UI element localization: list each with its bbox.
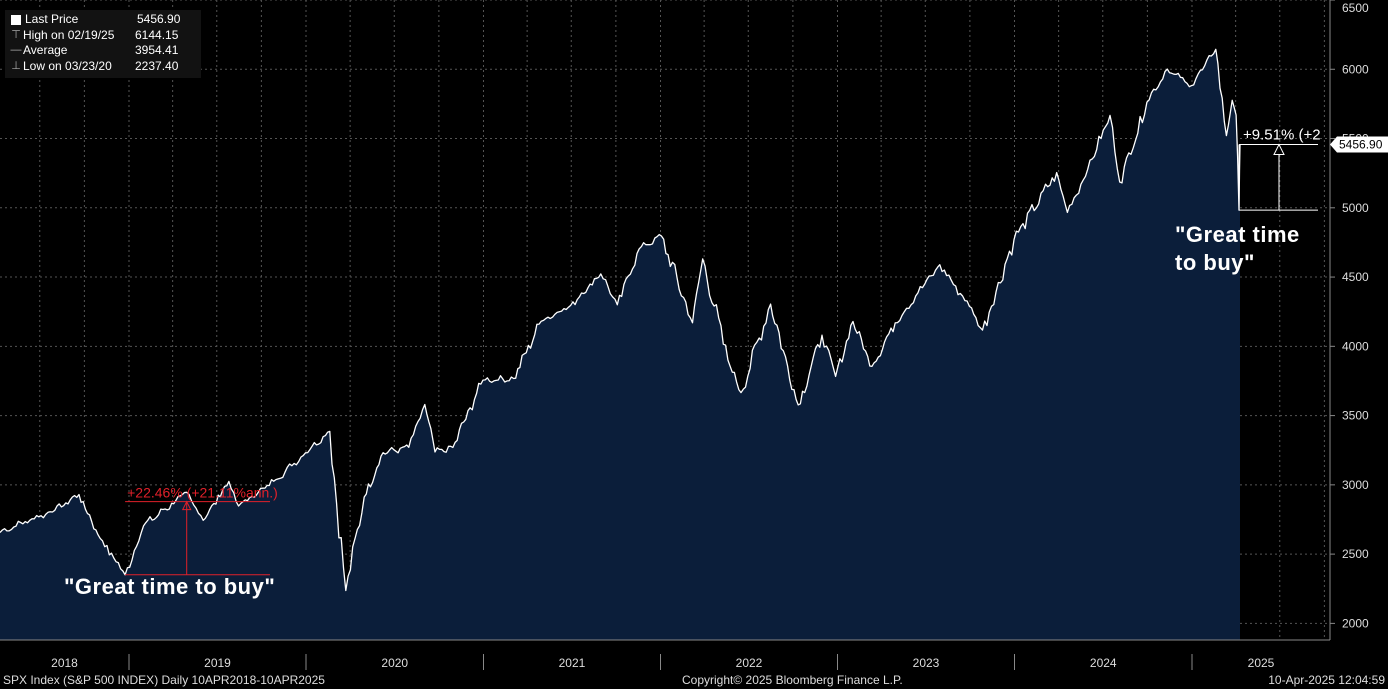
y-axis-ticks: 2000250030003500400045005000550060006500 (1330, 0, 1369, 630)
square-icon (11, 14, 21, 25)
price-area (0, 49, 1240, 641)
measure-left-label: +22.46% (+21.11%ann.) (127, 485, 278, 501)
y-tick-label: 2000 (1342, 616, 1369, 630)
footer-copyright: Copyright© 2025 Bloomberg Finance L.P. (682, 673, 903, 687)
x-tick-label: 2020 (381, 656, 408, 670)
footer-timestamp: 10-Apr-2025 12:04:59 (1268, 673, 1385, 687)
legend-low: ⊥ Low on 03/23/20 2237.40 (9, 59, 201, 75)
measure-left-arrow (181, 500, 192, 511)
y-tick-label: 2500 (1342, 547, 1369, 561)
footer-security: SPX Index (S&P 500 INDEX) Daily 10APR201… (3, 673, 325, 687)
annotation-great-time-left: "Great time to buy" (64, 574, 276, 599)
y-tick-label: 4500 (1342, 270, 1369, 284)
y-tick-label: 6000 (1342, 62, 1369, 76)
x-tick-label: 2024 (1090, 656, 1117, 670)
annotation-great-time-right-2: to buy" (1175, 250, 1255, 275)
last-price-label: 5456.90 (1339, 137, 1383, 151)
x-tick-label: 2022 (736, 656, 763, 670)
last-price-tag: 5456.90 (1330, 136, 1388, 153)
low-marker-icon: ⊥ (11, 59, 21, 72)
legend-label: High on 02/19/25 (23, 27, 115, 42)
legend-label: Average (23, 43, 68, 57)
x-axis-ticks: 2018 2019 2020 2021 2022 2023 2024 2025 (51, 654, 1275, 670)
x-tick-label: 2018 (51, 656, 78, 670)
average-line-icon: — (10, 44, 22, 56)
x-tick-label: 2019 (204, 656, 231, 670)
y-tick-label: 3000 (1342, 478, 1369, 492)
legend-value: 2237.40 (135, 58, 179, 73)
legend-value: 5456.90 (137, 12, 181, 26)
legend-label: Last Price (25, 12, 79, 26)
x-tick-label: 2023 (913, 656, 940, 670)
price-line (0, 48, 1241, 592)
y-tick-label: 6500 (1342, 1, 1369, 15)
measure-right-arrow (1273, 143, 1285, 155)
legend-panel: Last Price 5456.90 ⊤ High on 02/19/25 61… (5, 10, 201, 78)
y-tick-label: 5000 (1342, 201, 1369, 215)
x-tick-label: 2021 (559, 656, 586, 670)
measure-right-label: +9.51% (+2 (1243, 126, 1321, 143)
legend-value: 6144.15 (135, 27, 179, 42)
x-tick-label: 2025 (1248, 656, 1275, 670)
high-marker-icon: ⊤ (11, 28, 21, 41)
y-tick-label: 4000 (1342, 339, 1369, 353)
y-tick-label: 3500 (1342, 409, 1369, 423)
legend-last-price: Last Price 5456.90 (9, 12, 201, 28)
annotation-great-time-right-1: "Great time (1175, 222, 1300, 247)
measure-annotations: +22.46% (+21.11%ann.) +9.51% (+2 (125, 126, 1321, 576)
legend-value: 3954.41 (135, 43, 179, 57)
legend-label: Low on 03/23/20 (23, 58, 112, 73)
legend-average: — Average 3954.41 (9, 43, 201, 59)
legend-high: ⊤ High on 02/19/25 6144.15 (9, 28, 201, 44)
